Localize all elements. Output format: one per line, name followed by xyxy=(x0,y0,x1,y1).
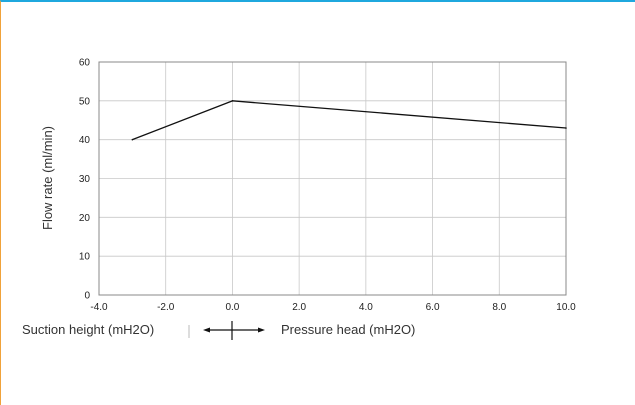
y-tick-label: 0 xyxy=(84,291,90,302)
data-point xyxy=(565,127,567,129)
y-tick-label: 40 xyxy=(79,135,91,146)
x-tick-label: 6.0 xyxy=(426,302,440,313)
x-tick-label: 8.0 xyxy=(492,302,506,313)
y-tick-labels: 0 10 20 30 40 50 60 xyxy=(79,58,91,302)
x-tick-label: 10.0 xyxy=(556,302,576,313)
data-point xyxy=(231,100,234,102)
x-tick-label: 2.0 xyxy=(292,302,306,313)
flow-rate-line xyxy=(132,100,567,141)
y-tick-label: 30 xyxy=(79,174,91,185)
x-axis-label-right: Pressure head (mH2O) xyxy=(281,322,415,337)
y-tick-label: 10 xyxy=(79,252,91,263)
direction-arrow-icon xyxy=(203,321,265,340)
grid-lines xyxy=(99,62,566,295)
x-tick-label: 4.0 xyxy=(359,302,373,313)
x-axis-label-left: Suction height (mH2O) xyxy=(22,322,154,337)
series-group xyxy=(131,100,567,141)
data-point xyxy=(131,138,134,141)
y-tick-label: 60 xyxy=(79,58,91,69)
x-tick-label: -2.0 xyxy=(157,302,175,313)
x-tick-label: -4.0 xyxy=(90,302,108,313)
y-tick-label: 20 xyxy=(79,213,91,224)
y-tick-label: 50 xyxy=(79,96,91,107)
y-axis-label: Flow rate (ml/min) xyxy=(40,126,55,230)
x-tick-label: 0.0 xyxy=(225,302,239,313)
x-tick-labels: -4.0 -2.0 0.0 2.0 4.0 6.0 8.0 10.0 xyxy=(90,302,576,313)
plot-area xyxy=(98,61,567,296)
